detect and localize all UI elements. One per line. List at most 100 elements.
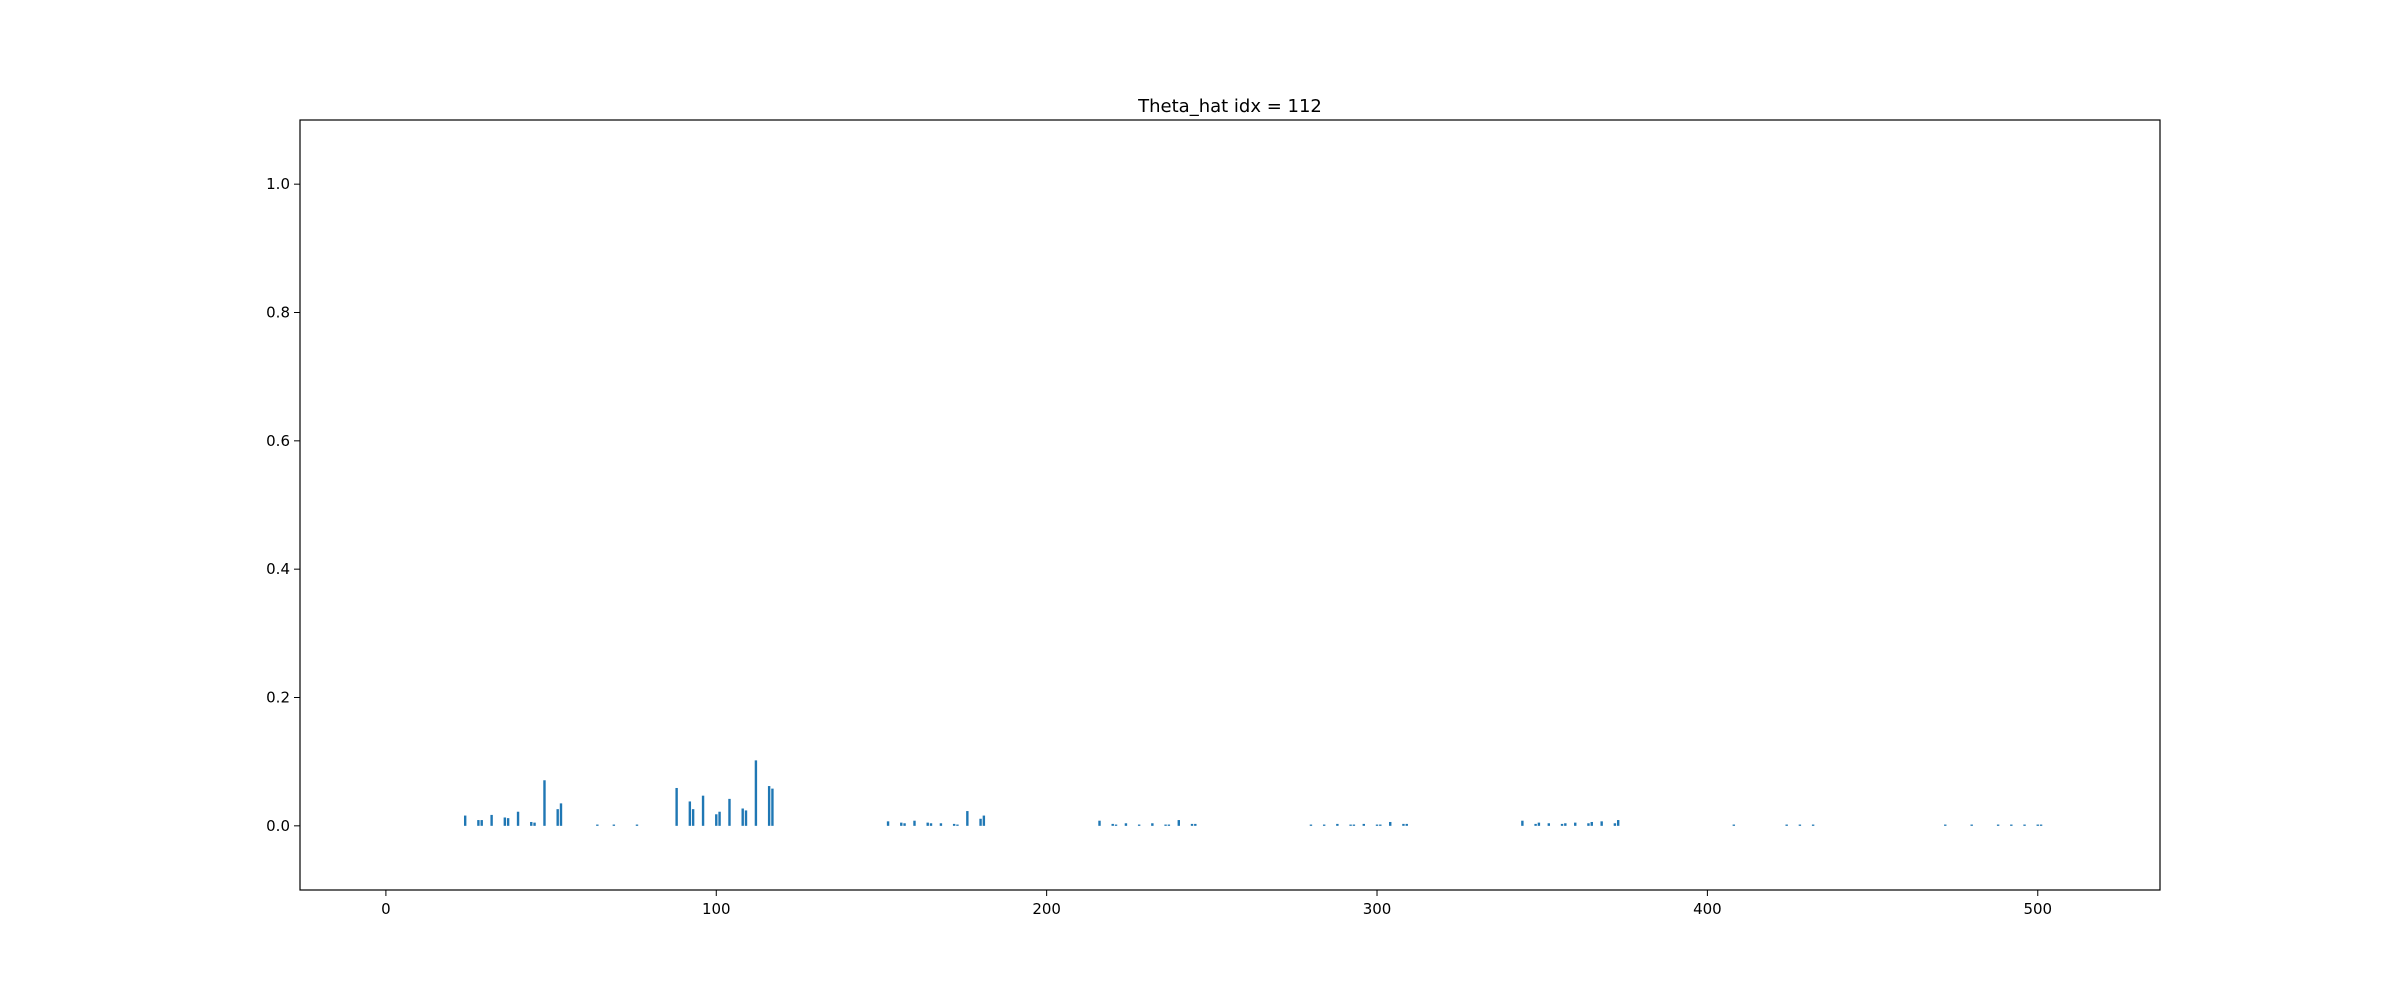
x-tick-label: 100: [702, 900, 731, 918]
bar: [490, 814, 493, 826]
bar: [1600, 821, 1603, 826]
x-axis: 0 100 200 300 400 500: [381, 890, 2052, 918]
bar: [903, 823, 906, 826]
bar: [1732, 824, 1736, 826]
bar: [926, 822, 929, 826]
bar: [1167, 824, 1171, 826]
bar: [771, 788, 774, 826]
bar: [480, 820, 483, 826]
bar: [596, 824, 599, 826]
bar: [1137, 824, 1141, 826]
plot-frame: [299, 119, 2161, 891]
bar: [503, 817, 507, 826]
x-tick-label: 0: [381, 900, 391, 918]
bar: [612, 824, 616, 826]
bar: [767, 786, 771, 826]
bar: [556, 809, 559, 826]
y-tick-label: 0.4: [266, 560, 290, 578]
bar: [966, 811, 969, 826]
bar: [1613, 823, 1617, 826]
bar: [939, 823, 943, 826]
bar: [1537, 822, 1541, 826]
bar: [1124, 823, 1128, 826]
bar: [1309, 824, 1313, 826]
bar: [715, 814, 718, 826]
y-tick-label: 0.8: [266, 304, 290, 322]
bar: [718, 811, 721, 826]
bar: [691, 809, 695, 826]
bar: [533, 822, 536, 826]
bar: [530, 821, 533, 826]
bar: [1521, 820, 1524, 826]
bar: [1379, 824, 1382, 826]
bar: [1564, 823, 1567, 826]
bar: [463, 815, 467, 826]
bar: [1785, 824, 1788, 826]
y-tick-label: 0.2: [266, 689, 290, 707]
bar: [1164, 824, 1167, 826]
x-tick-label: 500: [2023, 900, 2052, 918]
bar: [1111, 823, 1114, 826]
bar: [1177, 820, 1180, 826]
bar: [1352, 824, 1356, 826]
bar: [1151, 823, 1154, 826]
bar: [1560, 823, 1564, 826]
bar: [1547, 823, 1551, 826]
bar: [675, 787, 678, 826]
bar: [2023, 824, 2026, 826]
bar: [1098, 820, 1101, 826]
bar: [900, 822, 903, 826]
bar: [741, 808, 744, 826]
bar: [1349, 824, 1352, 826]
bar: [1114, 824, 1118, 826]
bar: [956, 824, 959, 826]
bar: [728, 798, 731, 826]
bar: [1534, 823, 1537, 826]
bar: [1194, 823, 1197, 826]
bar: [516, 811, 520, 826]
bar: [1336, 823, 1339, 826]
bar: [952, 823, 956, 826]
bar: [2039, 824, 2043, 826]
bar: [1590, 821, 1593, 826]
bar: [1322, 824, 1326, 826]
bar: [2036, 824, 2039, 826]
y-tick-label: 0.0: [266, 817, 290, 835]
bar: [744, 810, 748, 826]
bar: [886, 821, 890, 826]
x-tick-label: 300: [1363, 900, 1392, 918]
bar: [1811, 824, 1815, 826]
bar: [2010, 824, 2013, 826]
y-axis: 0.0 0.2 0.4 0.6 0.8 1.0: [266, 175, 300, 835]
x-tick-label: 400: [1693, 900, 1722, 918]
bar: [1402, 823, 1405, 826]
bar: [688, 801, 692, 826]
bar: [559, 803, 563, 826]
bar: [1574, 822, 1577, 826]
bar: [979, 818, 982, 826]
bar: [635, 824, 639, 826]
bar: [1587, 823, 1590, 826]
x-tick-label: 200: [1032, 900, 1061, 918]
bar: [1362, 823, 1365, 826]
y-tick-label: 0.6: [266, 432, 290, 450]
bar: [929, 823, 933, 826]
bars-group: [463, 760, 2043, 826]
bar: [1190, 823, 1194, 826]
bar: [701, 795, 705, 826]
bar: [1970, 824, 1973, 826]
bar: [506, 818, 510, 826]
bar: [754, 760, 758, 826]
bar: [1944, 824, 1947, 826]
y-tick-label: 1.0: [266, 175, 290, 193]
bar: [982, 815, 986, 826]
plot-area: [300, 120, 2160, 890]
bar: [1375, 824, 1379, 826]
bar: [477, 820, 480, 826]
bar: [1405, 823, 1408, 826]
bar: [913, 820, 916, 826]
chart-title: Theta_hat idx = 112: [1137, 96, 1322, 117]
bar: [1798, 824, 1802, 826]
bar: [1996, 824, 2000, 826]
